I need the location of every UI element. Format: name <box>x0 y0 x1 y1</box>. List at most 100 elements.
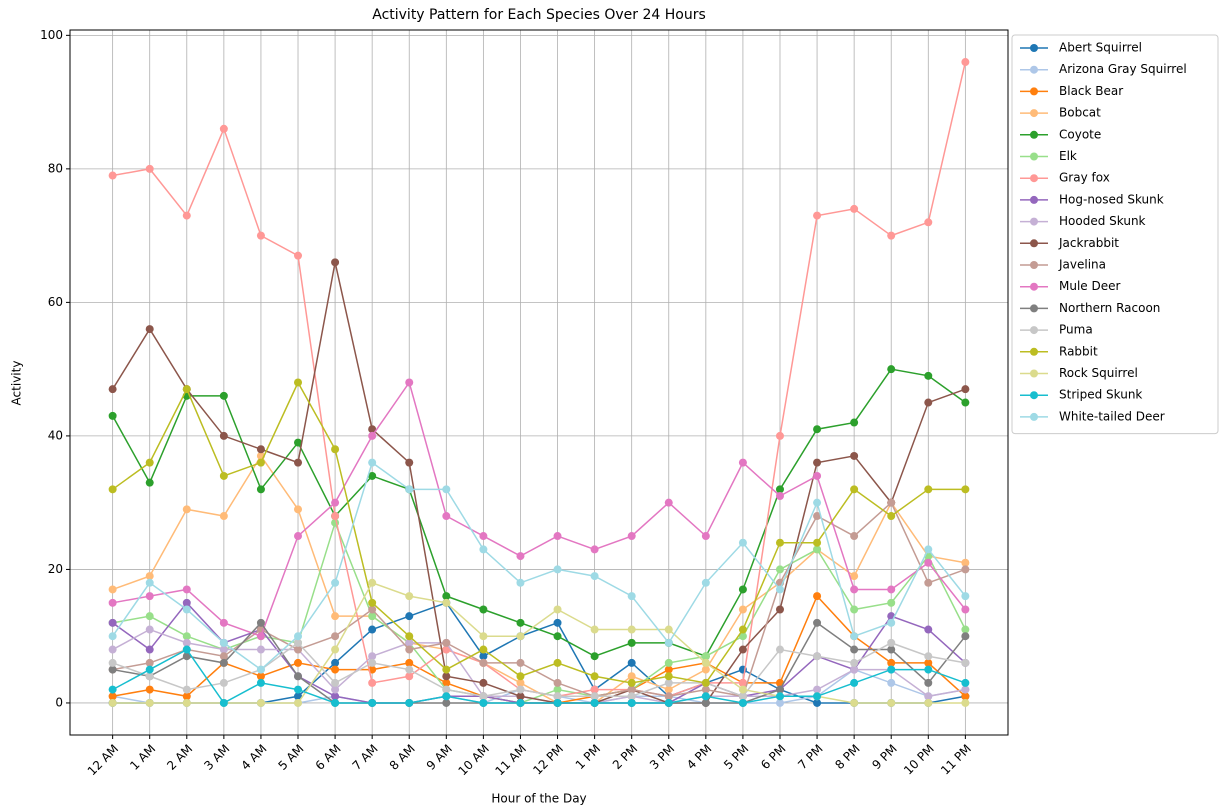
point <box>850 632 859 641</box>
point <box>590 572 599 581</box>
point <box>219 512 228 521</box>
point <box>516 685 525 694</box>
point <box>813 498 822 507</box>
point <box>924 678 933 687</box>
point <box>479 645 488 654</box>
point <box>405 665 414 674</box>
point <box>182 505 191 514</box>
point <box>368 605 377 614</box>
point <box>701 658 710 667</box>
point <box>516 618 525 627</box>
point <box>664 698 673 707</box>
legend-label: Northern Racoon <box>1059 301 1160 315</box>
point <box>479 545 488 554</box>
point <box>368 458 377 467</box>
series <box>108 645 970 707</box>
point <box>219 658 228 667</box>
point <box>887 512 896 521</box>
point <box>887 645 896 654</box>
point <box>850 418 859 427</box>
point <box>294 458 303 467</box>
point <box>701 578 710 587</box>
point <box>850 451 859 460</box>
legend-marker <box>1030 369 1038 378</box>
point <box>813 471 822 480</box>
y-axis-label: Activity <box>10 361 24 406</box>
point <box>145 325 154 334</box>
point <box>590 692 599 701</box>
legend-marker <box>1030 326 1038 335</box>
point <box>442 512 451 521</box>
point <box>182 585 191 594</box>
point <box>108 692 117 701</box>
point <box>405 698 414 707</box>
line <box>112 648 966 704</box>
point <box>108 665 117 674</box>
legend-label: Rock Squirrel <box>1059 366 1138 380</box>
point <box>775 431 784 440</box>
point <box>924 652 933 661</box>
point <box>108 685 117 694</box>
point <box>145 478 154 487</box>
point <box>405 612 414 621</box>
point <box>627 658 636 667</box>
point <box>405 378 414 387</box>
point <box>331 658 340 667</box>
point <box>738 632 747 641</box>
point <box>516 672 525 681</box>
point <box>219 471 228 480</box>
point <box>887 598 896 607</box>
legend-marker <box>1030 282 1038 291</box>
point <box>850 698 859 707</box>
point <box>182 692 191 701</box>
point <box>627 592 636 601</box>
point <box>405 632 414 641</box>
legend-marker <box>1030 174 1038 183</box>
series <box>108 365 970 661</box>
point <box>850 678 859 687</box>
point <box>368 431 377 440</box>
point <box>256 231 265 240</box>
line <box>112 520 967 704</box>
point <box>219 431 228 440</box>
point <box>961 632 970 641</box>
point <box>405 658 414 667</box>
point <box>850 658 859 667</box>
point <box>442 698 451 707</box>
y-tick-label: 80 <box>48 161 63 175</box>
point <box>701 678 710 687</box>
point <box>553 605 562 614</box>
plot-frame <box>69 29 1009 736</box>
point <box>368 425 377 434</box>
point <box>294 638 303 647</box>
point <box>590 625 599 634</box>
point <box>442 598 451 607</box>
point <box>850 485 859 494</box>
point <box>256 678 265 687</box>
point <box>219 652 228 661</box>
point <box>627 532 636 541</box>
point <box>664 685 673 694</box>
point <box>738 692 747 701</box>
point <box>294 698 303 707</box>
point <box>553 658 562 667</box>
point <box>182 638 191 647</box>
point <box>813 538 822 547</box>
point <box>368 471 377 480</box>
point <box>145 592 154 601</box>
point <box>442 678 451 687</box>
point <box>294 672 303 681</box>
point <box>294 505 303 514</box>
point <box>368 578 377 587</box>
point <box>331 645 340 654</box>
point <box>219 638 228 647</box>
point <box>924 558 933 567</box>
point <box>479 698 488 707</box>
point <box>108 485 117 494</box>
point <box>961 58 970 67</box>
point <box>924 578 933 587</box>
point <box>405 458 414 467</box>
point <box>145 665 154 674</box>
point <box>516 578 525 587</box>
